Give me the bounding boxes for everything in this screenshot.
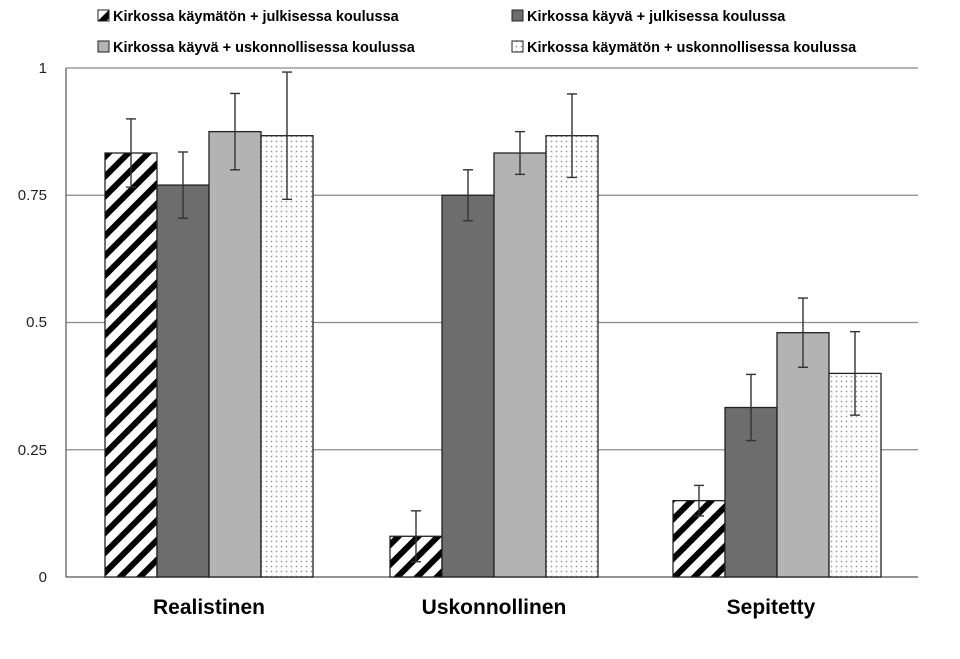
error-bar: [850, 330, 860, 416]
error-bar: [463, 169, 473, 222]
legend-swatch: [97, 40, 110, 53]
legend-label: Kirkossa käymätön + uskonnollisessa koul…: [527, 40, 857, 56]
legend-label: Kirkossa käyvä + uskonnollisessa kouluss…: [113, 40, 416, 56]
bar: [208, 130, 262, 578]
error-bar: [230, 92, 240, 171]
legend-swatch: [511, 9, 524, 22]
y-tick-label: 0.75: [18, 187, 47, 204]
category-label: Sepitetty: [727, 596, 816, 619]
bars: [104, 130, 882, 578]
error-bar: [282, 71, 292, 201]
y-tick-label: 0.25: [18, 442, 47, 459]
legend-label: Kirkossa käyvä + julkisessa koulussa: [527, 9, 786, 25]
error-bar: [126, 118, 136, 188]
legend-item: Kirkossa käymätön + uskonnollisessa koul…: [511, 40, 857, 56]
legend-swatch: [511, 40, 524, 53]
error-bar: [411, 510, 421, 563]
y-tick-labels: 0 0.25 0.5 0.75 1: [18, 60, 47, 586]
bar: [104, 152, 158, 578]
category-label: Realistinen: [153, 596, 265, 619]
legend-item: Kirkossa käyvä + julkisessa koulussa: [511, 9, 786, 25]
error-bar: [746, 373, 756, 442]
bar: [545, 135, 599, 578]
legend-item: Kirkossa käyvä + uskonnollisessa kouluss…: [97, 40, 416, 56]
legend-item: Kirkossa käymätön + julkisessa koulussa: [97, 9, 400, 25]
error-bar: [515, 130, 525, 176]
y-tick-label: 0: [39, 569, 47, 586]
y-tick-label: 1: [39, 60, 47, 77]
error-bar: [694, 484, 704, 517]
category-label: Uskonnollinen: [422, 596, 567, 619]
legend: Kirkossa käymätön + julkisessa koulussa …: [97, 9, 857, 56]
category-labels: Realistinen Uskonnollinen Sepitetty: [153, 596, 816, 619]
legend-label: Kirkossa käymätön + julkisessa koulussa: [113, 9, 400, 25]
legend-swatch: [97, 9, 110, 22]
bar: [776, 332, 830, 578]
error-bar: [178, 151, 188, 219]
error-bar: [567, 93, 577, 179]
bar: [441, 194, 495, 578]
error-bars: [126, 71, 860, 563]
bar: [493, 152, 547, 578]
bar: [260, 135, 314, 578]
y-tick-label: 0.5: [26, 314, 47, 331]
error-bar: [798, 297, 808, 368]
bar: [156, 184, 210, 578]
